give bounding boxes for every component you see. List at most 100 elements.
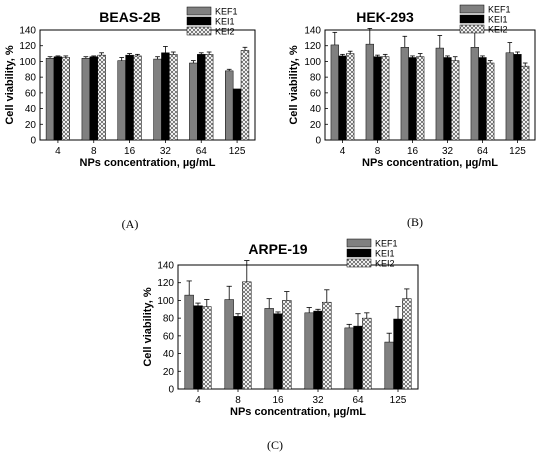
bar-kei1 <box>338 55 347 141</box>
y-tick-label: 100 <box>19 57 36 68</box>
bar-kef1 <box>470 47 479 141</box>
bar-kei1 <box>197 54 206 141</box>
y-tick-label: 140 <box>304 26 321 37</box>
bar-kei1 <box>89 56 98 141</box>
y-axis-label: Cell viability, % <box>288 45 300 124</box>
bar-kei1 <box>125 54 134 141</box>
bar-kef1 <box>225 70 234 141</box>
y-tick-label: 80 <box>163 314 175 325</box>
legend-label-kef1: KEF1 <box>215 7 238 17</box>
x-tick-label: 32 <box>312 395 324 406</box>
bar-kef1 <box>184 294 194 390</box>
y-tick-label: 140 <box>19 26 36 37</box>
bar-kef1 <box>384 341 394 390</box>
legend-swatch-kei1 <box>346 248 372 258</box>
bar-kei2 <box>97 54 106 141</box>
bar-kei1 <box>353 325 363 390</box>
legend-label-kei2: KEI2 <box>488 25 508 35</box>
legend-label-kei1: KEI1 <box>488 15 508 25</box>
x-tick-label: 8 <box>375 146 381 157</box>
legend-label-kei1: KEI1 <box>375 249 395 259</box>
y-tick-label: 40 <box>25 104 37 115</box>
x-tick-label: 4 <box>195 395 201 406</box>
bar-kei1 <box>478 57 487 141</box>
bar-kei1 <box>513 54 522 141</box>
y-tick-label: 60 <box>163 331 175 342</box>
y-tick-label: 80 <box>310 73 322 84</box>
panel-label: (A) <box>122 217 139 231</box>
y-tick-label: 120 <box>19 41 36 52</box>
bar-kei2 <box>486 62 495 141</box>
y-tick-label: 60 <box>310 88 322 99</box>
bar-kef1 <box>189 62 198 141</box>
x-tick-label: 125 <box>229 146 246 157</box>
bar-kei2 <box>362 317 372 390</box>
bar-kei1 <box>393 318 403 390</box>
bar-kei1 <box>161 52 170 141</box>
bar-kei2 <box>169 54 178 141</box>
y-tick-label: 60 <box>25 88 37 99</box>
y-tick-label: 0 <box>168 385 174 396</box>
x-tick-label: 4 <box>340 146 346 157</box>
x-axis-label: NPs concentration, µg/mL <box>80 157 216 169</box>
bar-kef1 <box>81 58 91 141</box>
x-tick-label: 64 <box>477 146 489 157</box>
bar-kef1 <box>400 47 409 141</box>
plot-frame <box>39 29 256 141</box>
bar-kei2 <box>282 300 292 390</box>
legend-label-kei2: KEI2 <box>375 259 395 269</box>
legend-label-kei2: KEI2 <box>215 27 235 37</box>
x-tick-label: 64 <box>352 395 364 406</box>
legend-swatch-kef1 <box>186 6 212 16</box>
bar-kei1 <box>193 305 203 390</box>
x-tick-label: 8 <box>235 395 241 406</box>
legend-swatch-kef1 <box>459 4 485 14</box>
bar-kei1 <box>233 316 243 390</box>
bar-kei1 <box>313 310 323 390</box>
bar-kei2 <box>416 56 425 141</box>
legend-swatch-kei2 <box>459 24 485 34</box>
x-tick-label: 8 <box>91 146 97 157</box>
legend-label-kef1: KEF1 <box>375 239 398 249</box>
bar-kei2 <box>381 56 390 141</box>
y-tick-label: 140 <box>157 261 174 272</box>
bar-kef1 <box>45 58 55 141</box>
y-tick-label: 100 <box>304 57 321 68</box>
bar-kei2 <box>204 54 214 141</box>
panel-label: (C) <box>267 438 283 452</box>
bar-kei2 <box>402 298 412 390</box>
x-tick-label: 16 <box>407 146 419 157</box>
bar-kei1 <box>232 88 242 141</box>
bar-kei2 <box>240 50 250 141</box>
y-tick-label: 0 <box>30 136 36 147</box>
bar-kei1 <box>443 57 452 141</box>
chart-hek-293: 0 20 40 60 80 100 120 140 4 8 16 32 64 125 HEK-293 NPs … <box>288 4 536 229</box>
bar-kei2 <box>202 306 212 390</box>
x-tick-label: 32 <box>442 146 454 157</box>
x-tick-label: 16 <box>124 146 136 157</box>
legend-label-kei1: KEI1 <box>215 17 235 27</box>
y-tick-label: 80 <box>25 73 37 84</box>
x-tick-label: 4 <box>55 146 61 157</box>
plot-frame <box>324 29 536 141</box>
legend-swatch-kei2 <box>186 26 212 36</box>
bar-kei2 <box>346 53 355 141</box>
chart-title: ARPE-19 <box>248 241 307 257</box>
x-tick-label: 64 <box>196 146 208 157</box>
y-tick-label: 120 <box>304 41 321 52</box>
y-tick-label: 100 <box>157 296 174 307</box>
x-axis-label: NPs concentration, µg/mL <box>230 406 366 418</box>
bar-kef1 <box>264 308 274 390</box>
bar-kef1 <box>435 47 444 141</box>
bar-kef1 <box>304 312 314 390</box>
plot-frame <box>177 264 419 390</box>
bar-kei2 <box>521 65 530 141</box>
y-axis-label: Cell viability, % <box>4 45 16 124</box>
panel-label: (B) <box>407 215 423 229</box>
legend-swatch-kei1 <box>186 16 212 26</box>
bar-kei1 <box>408 57 417 141</box>
legend-swatch-kei1 <box>459 14 485 24</box>
bar-kef1 <box>153 58 162 141</box>
bar-kei1 <box>273 313 283 390</box>
